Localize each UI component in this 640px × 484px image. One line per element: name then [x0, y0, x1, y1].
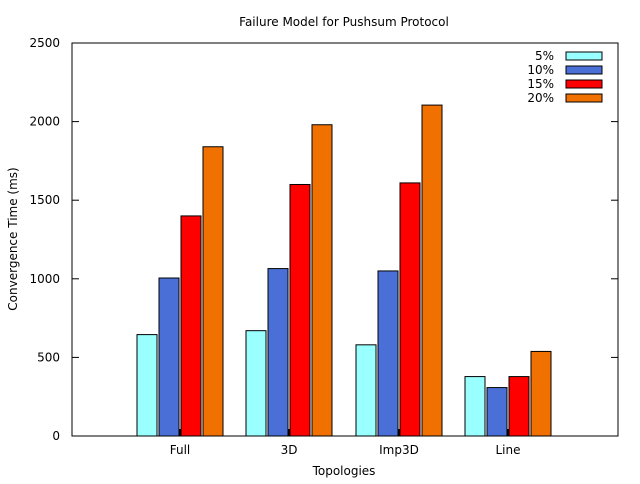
bar-full-20pct: [202, 146, 224, 437]
bar-imp3d-15pct: [399, 182, 421, 437]
bar-3d-20pct: [311, 124, 333, 437]
bar-3d-10pct: [267, 268, 289, 437]
bar-line-10pct: [486, 387, 508, 437]
bar-line-15pct: [508, 376, 530, 437]
axes-layer: 0 500 1000 1500 2000 2500 Full 3D Imp3D Line: [29, 36, 619, 457]
legend-swatch: [565, 65, 603, 75]
bar-3d-15pct: [289, 183, 311, 437]
legend-swatch: [565, 79, 603, 89]
bar-imp3d-10pct: [377, 270, 399, 437]
legend-swatch: [565, 93, 603, 103]
bar-imp3d-5pct: [355, 344, 377, 437]
y-tick-label: 500: [37, 350, 60, 364]
chart-title: Failure Model for Pushsum Protocol: [239, 15, 449, 29]
bar-3d-5pct: [245, 330, 267, 437]
x-tick-label: Imp3D: [379, 443, 419, 457]
bar-line-5pct: [464, 376, 486, 437]
bar-full-10pct: [158, 277, 180, 437]
x-tick-label: 3D: [281, 443, 298, 457]
y-axis-label: Convergence Time (ms): [6, 167, 20, 310]
bars-layer: [136, 104, 552, 437]
x-tick-label: Full: [170, 443, 191, 457]
legend-label: 15%: [527, 77, 554, 91]
y-tick-label: 0: [52, 429, 60, 443]
legend-label: 5%: [535, 49, 554, 63]
x-axis-label: Topologies: [312, 464, 376, 478]
legend-swatch: [565, 51, 603, 61]
x-tick-label: Line: [495, 443, 520, 457]
y-tick-label: 2000: [29, 115, 60, 129]
y-tick-label: 1500: [29, 193, 60, 207]
bar-line-20pct: [530, 350, 552, 437]
plot-frame: [71, 42, 619, 437]
bar-full-15pct: [180, 215, 202, 437]
legend: 5%10%15%20%: [527, 49, 603, 105]
legend-label: 20%: [527, 91, 554, 105]
y-tick-label: 2500: [29, 36, 60, 50]
legend-label: 10%: [527, 63, 554, 77]
y-tick-label: 1000: [29, 272, 60, 286]
bar-imp3d-20pct: [421, 104, 443, 437]
bar-full-5pct: [136, 334, 158, 437]
